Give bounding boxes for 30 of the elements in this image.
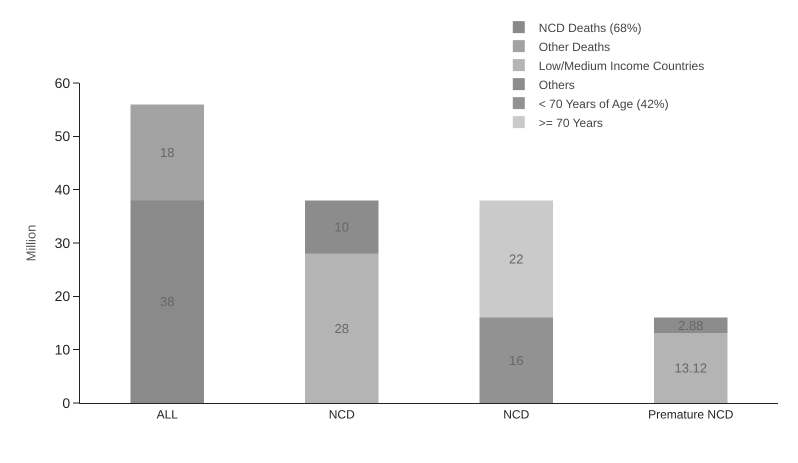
x-tick-label: NCD: [503, 407, 530, 422]
bar: [654, 318, 728, 334]
data-label: 28: [334, 320, 349, 336]
bar: [130, 104, 204, 200]
legend-label: Low/Medium Income Countries: [538, 58, 704, 73]
y-tick-label: 0: [62, 394, 70, 411]
x-tick-label: Premature NCD: [648, 407, 734, 422]
bar: [305, 200, 378, 254]
bar: [480, 318, 553, 403]
y-axis-title: Million: [24, 224, 39, 262]
data-label: 18: [160, 144, 174, 160]
y-tick-label: 60: [54, 74, 70, 91]
data-label: 13.12: [674, 360, 708, 376]
y-tick-label: 30: [54, 234, 70, 251]
y-tick-label: 10: [54, 342, 70, 358]
y-tick-label: 20: [54, 288, 70, 304]
bar: [654, 333, 728, 403]
y-tick-label: 50: [54, 128, 70, 144]
data-label: 22: [509, 252, 524, 266]
bar: [130, 200, 204, 403]
legend-label: >= 70 Years: [538, 116, 603, 130]
legend-label: Other Deaths: [538, 40, 610, 54]
legend-label: < 70 Years of Age (42%): [538, 96, 669, 111]
bar: [305, 254, 378, 403]
bar: [480, 200, 553, 318]
y-tick-label: 40: [54, 182, 70, 198]
x-tick-label: ALL: [156, 407, 178, 422]
legend-label: NCD Deaths (68%): [538, 20, 642, 35]
legend-label: Others: [538, 78, 575, 92]
x-tick-label: NCD: [328, 407, 356, 422]
